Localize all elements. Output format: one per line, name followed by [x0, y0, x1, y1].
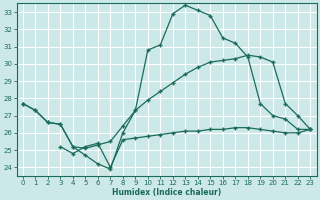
X-axis label: Humidex (Indice chaleur): Humidex (Indice chaleur): [112, 188, 221, 197]
